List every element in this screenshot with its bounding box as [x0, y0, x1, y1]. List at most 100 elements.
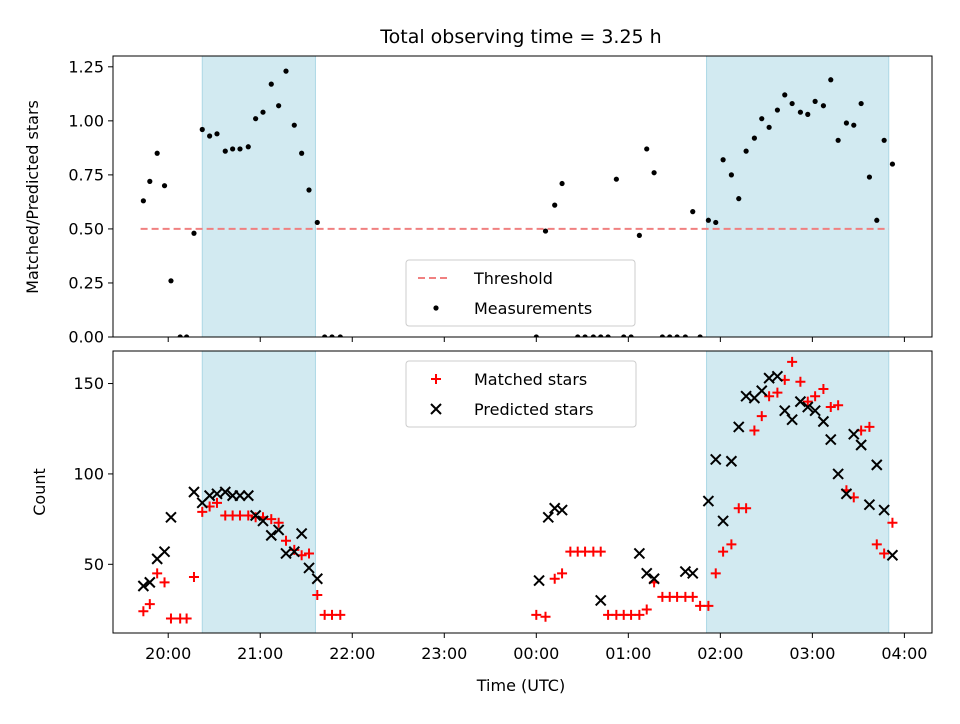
measurement-point — [805, 111, 811, 117]
measurement-point — [253, 116, 259, 122]
predicted-star-point — [702, 495, 715, 507]
matched-star-point — [726, 539, 737, 550]
measurement-point — [636, 232, 642, 239]
x-tick-label: 02:00 — [697, 644, 743, 663]
plot-layer: 0.00 0.25 0.50 0.75 1.00 1.25 50 100 150 20:00 21:… — [68, 55, 933, 663]
predicted-star-point — [295, 527, 308, 540]
matched-star-point — [756, 411, 767, 422]
legend-label: Matched stars — [474, 370, 587, 389]
matched-star-point — [159, 577, 170, 588]
matched-star-point — [281, 535, 292, 546]
bottom-legend: Matched stars Predicted stars — [405, 360, 637, 428]
legend-measurement-swatch — [433, 305, 439, 311]
matched-star-point — [557, 568, 568, 579]
matched-star-point — [312, 590, 323, 601]
measurement-point — [690, 209, 696, 215]
measurement-point — [851, 122, 857, 128]
predicted-star-point — [687, 567, 699, 580]
legend-matched-swatch — [431, 374, 441, 384]
measurement-point — [835, 137, 841, 143]
matched-star-point — [595, 546, 606, 557]
x-tick-label: 21:00 — [237, 644, 283, 663]
predicted-star-point — [311, 573, 323, 585]
measurement-point — [260, 109, 266, 115]
predicted-star-point — [249, 509, 262, 522]
measurement-point — [140, 198, 146, 204]
x-tick-label: 23:00 — [421, 644, 467, 663]
predicted-star-point — [863, 498, 876, 511]
matched-star-point — [887, 517, 898, 528]
measurement-point — [322, 334, 328, 337]
measurement-point — [161, 183, 168, 189]
top-legend-frame — [405, 259, 636, 327]
measurement-point — [283, 68, 289, 74]
measurement-point — [797, 109, 804, 115]
measurement-point — [866, 174, 873, 180]
top-shaded-region — [706, 55, 890, 338]
top-marks — [140, 68, 896, 337]
measurement-point — [199, 126, 205, 133]
matched-star-point — [787, 356, 798, 367]
matched-star-point — [273, 517, 284, 528]
predicted-star-point — [832, 468, 844, 480]
matched-star-point — [718, 546, 729, 557]
measurement-point — [843, 120, 850, 126]
measurement-point — [713, 219, 719, 226]
legend-label: Measurements — [474, 299, 592, 318]
predicted-star-point — [848, 428, 860, 440]
measurement-point — [177, 334, 183, 337]
predicted-star-point — [280, 547, 292, 560]
matched-star-point — [749, 425, 760, 436]
measurement-point — [222, 148, 228, 154]
predicted-star-point — [234, 489, 246, 502]
measurement-point — [828, 77, 834, 83]
matched-star-point — [211, 497, 222, 508]
predicted-star-point — [679, 565, 692, 578]
top-y-tick-label: 0.50 — [68, 219, 104, 238]
predicted-star-point — [272, 524, 285, 536]
measurement-point — [598, 334, 604, 337]
predicted-star-point — [211, 488, 223, 500]
legend-label: Predicted stars — [474, 400, 594, 419]
matched-star-point — [152, 568, 163, 579]
predicted-star-point — [257, 515, 269, 527]
predicted-star-point — [265, 529, 277, 542]
predicted-star-point — [817, 415, 830, 428]
measurement-point — [191, 230, 197, 236]
predicted-star-point — [878, 504, 890, 516]
measurement-point — [774, 107, 781, 113]
measurement-point — [552, 202, 558, 208]
matched-star-point — [144, 599, 155, 610]
matched-star-point — [634, 609, 645, 620]
measurement-point — [582, 334, 588, 337]
predicted-star-point — [137, 580, 150, 592]
bottom-panel: 50 100 150 20:00 21:00 22:00 23:00 00:00 01:00 02… — [73, 350, 933, 663]
matched-star-point — [531, 609, 542, 620]
matched-star-point — [687, 591, 698, 602]
measurement-point — [613, 176, 619, 182]
measurement-point — [728, 172, 734, 178]
predicted-star-point — [855, 439, 867, 451]
predicted-star-point — [733, 421, 745, 433]
measurement-point — [705, 217, 711, 223]
predicted-star-point — [786, 413, 798, 426]
matched-star-point — [871, 539, 882, 550]
predicted-star-point — [288, 545, 300, 558]
measurement-point — [276, 103, 282, 109]
predicted-star-point — [802, 401, 814, 413]
matched-star-point — [802, 396, 813, 407]
measurement-point — [674, 334, 680, 337]
x-tick-label: 00:00 — [513, 644, 559, 663]
predicted-star-point — [165, 511, 177, 524]
predicted-star-point — [633, 547, 646, 560]
top-legend: Threshold Measurements — [405, 259, 636, 327]
measurement-point — [230, 146, 236, 152]
measurement-point — [214, 131, 220, 137]
predicted-star-point — [825, 433, 837, 446]
measurement-point — [720, 157, 726, 163]
measurement-point — [559, 180, 565, 187]
predicted-star-point — [556, 504, 568, 516]
matched-star-point — [825, 402, 836, 413]
top-y-tick-label: 1.25 — [68, 57, 104, 76]
